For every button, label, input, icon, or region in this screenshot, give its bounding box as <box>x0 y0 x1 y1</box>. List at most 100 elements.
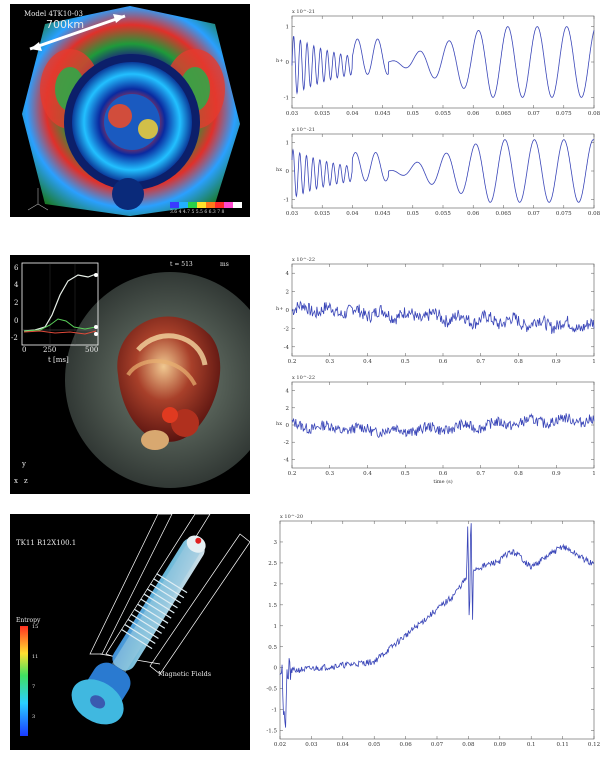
y-axis-label: h+ <box>276 306 283 312</box>
y-tick-label: 0 <box>286 169 290 175</box>
x-tick-label: 0.07 <box>431 742 444 748</box>
x-tick-label: 0.8 <box>514 359 523 365</box>
axis-x-label: x <box>14 477 18 485</box>
x-tick-label: 0.1 <box>527 742 536 748</box>
x-tick-label: 0.06 <box>399 742 412 748</box>
waveform-plot-3: 0.02 0.03 0.04 0.05 0.06 0.07 0.08 0.09 0.1 0.11 0… <box>254 507 600 753</box>
y-tick-label: -1 <box>272 708 277 714</box>
y-tick-label: -0.5 <box>266 687 277 693</box>
x-tick-label: 0.4 <box>363 471 372 477</box>
model-label: Model 4TK10-03 <box>24 10 84 18</box>
colorbar <box>170 202 242 208</box>
y-tick-label: 3 <box>274 540 278 546</box>
x-tick-label: 0.03 <box>305 742 318 748</box>
x-tick-label: 0.5 <box>401 471 410 477</box>
inset-plot <box>21 262 99 346</box>
y-tick-label: 4 <box>286 271 290 277</box>
jet-render <box>20 514 250 736</box>
time-label: t = 513 <box>170 261 193 268</box>
waveform-series-line <box>291 26 595 98</box>
exponent-label: x 10^-20 <box>280 513 303 520</box>
y-tick-label: -1 <box>284 95 289 101</box>
exponent-label: x 10^-21 <box>292 126 315 133</box>
y-tick-label: 1 <box>286 141 290 147</box>
y-axis-label: hx <box>276 167 282 173</box>
scale-bar <box>29 14 126 51</box>
x-tick-label: 0.03 <box>286 111 299 117</box>
y-tick-label: -1 <box>284 197 289 203</box>
x-tick-label: 0.045 <box>375 111 391 117</box>
x-tick-label: 0.8 <box>514 471 523 477</box>
plot-frame <box>279 520 595 740</box>
waveform-series-line <box>291 300 595 334</box>
x-tick-label: 0.04 <box>346 211 359 217</box>
inset-ytick-3: 0 <box>14 317 19 325</box>
x-tick-label: 0.02 <box>274 742 286 748</box>
y-tick-label: 2.5 <box>268 561 277 567</box>
x-tick-label: 0.12 <box>588 742 600 748</box>
waveform-series-line <box>291 139 595 203</box>
x-tick-label: 0.6 <box>439 471 448 477</box>
y-tick-label: 0 <box>286 423 290 429</box>
plot-frame <box>291 133 595 209</box>
x-tick-label: 0.4 <box>363 359 372 365</box>
x-tick-label: 0.08 <box>462 742 475 748</box>
entropy-colorbar <box>20 626 28 736</box>
waveform-series-line <box>291 413 595 439</box>
x-tick-label: 1 <box>592 471 596 477</box>
exponent-label: x 10^-21 <box>292 8 315 15</box>
x-tick-label: 0.2 <box>288 471 297 477</box>
waveform-plot-2a: 0.2 0.3 0.4 0.5 0.6 0.7 0.8 0.9 1 4 2 0 -2 -4 x 10^-22… <box>270 252 600 370</box>
x-tick-label: 0.04 <box>337 742 350 748</box>
volume-render <box>21 262 250 488</box>
y-tick-label: 1 <box>274 624 278 630</box>
x-tick-label: 0.9 <box>552 471 561 477</box>
waveform-plot-2b: 0.2 0.3 0.4 0.5 0.6 0.7 0.8 0.9 1 4 2 0 -2 -4 x 10^-22… <box>270 370 600 490</box>
plot-svg: 0.02 0.03 0.04 0.05 0.06 0.07 0.08 0.09 0.1 0.11 0… <box>266 513 600 748</box>
axis-z-label: z <box>24 477 28 485</box>
x-tick-label: 0.9 <box>552 359 561 365</box>
x-tick-label: 0.035 <box>314 111 330 117</box>
field-label: Magnetic Fields <box>158 670 212 678</box>
y-tick-label: -1.5 <box>266 729 277 735</box>
simulation-image-entropy-hexagon: Model 4TK10-03 700km 3.6 4 4.7 5 5.5 6 6… <box>10 4 250 217</box>
x-tick-label: 0.07 <box>527 111 540 117</box>
x-tick-label: 0.05 <box>407 211 420 217</box>
x-tick-label: 0.07 <box>527 211 540 217</box>
exponent-label: x 10^-22 <box>292 256 315 263</box>
x-tick-label: 0.08 <box>588 111 601 117</box>
colorbar-tick-0: 15 <box>32 624 39 630</box>
inset-ytick-1: 4 <box>14 281 19 289</box>
plot-frame <box>291 381 595 469</box>
x-tick-label: 0.6 <box>439 359 448 365</box>
inset-xtick-2: 500 <box>85 346 99 354</box>
colorbar-tick-3: 3 <box>32 714 36 720</box>
x-tick-label: 0.055 <box>435 211 451 217</box>
colorbar-ticks: 3.6 4 4.7 5 5.5 6 6.3 7 8 <box>170 210 225 215</box>
x-tick-label: 0.5 <box>401 359 410 365</box>
inset-ytick-2: 2 <box>14 299 19 307</box>
scale-label: 700km <box>46 18 85 31</box>
exponent-label: x 10^-22 <box>292 374 315 381</box>
x-tick-label: 0.075 <box>556 211 572 217</box>
inset-xtick-1: 250 <box>43 346 57 354</box>
y-tick-label: 2 <box>286 290 290 296</box>
axis-y-label: y <box>22 460 26 468</box>
y-axis-label: h+ <box>276 58 283 64</box>
x-tick-label: 0.04 <box>346 111 359 117</box>
inset-xtick-0: 0 <box>22 346 27 354</box>
inset-ytick-4: -2 <box>11 334 18 342</box>
waveform-plot-1a: 0.03 0.035 0.04 0.045 0.05 0.055 0.06 0.065 0.07… <box>270 4 601 122</box>
y-tick-label: 1 <box>286 25 290 31</box>
y-tick-label: -2 <box>284 326 289 332</box>
y-tick-label: -4 <box>284 345 290 351</box>
x-tick-label: 0.2 <box>288 359 297 365</box>
x-tick-label: 0.3 <box>325 359 334 365</box>
hexagon-render <box>22 6 242 216</box>
y-tick-label: -2 <box>284 440 289 446</box>
x-tick-label: 0.045 <box>375 211 391 217</box>
plot-svg: 0.2 0.3 0.4 0.5 0.6 0.7 0.8 0.9 1 4 2 0 -2 -4 x 10^-22… <box>276 374 596 485</box>
y-tick-label: -4 <box>284 457 290 463</box>
colorbar-title: Entropy <box>16 617 41 624</box>
y-tick-label: 2 <box>286 406 290 412</box>
